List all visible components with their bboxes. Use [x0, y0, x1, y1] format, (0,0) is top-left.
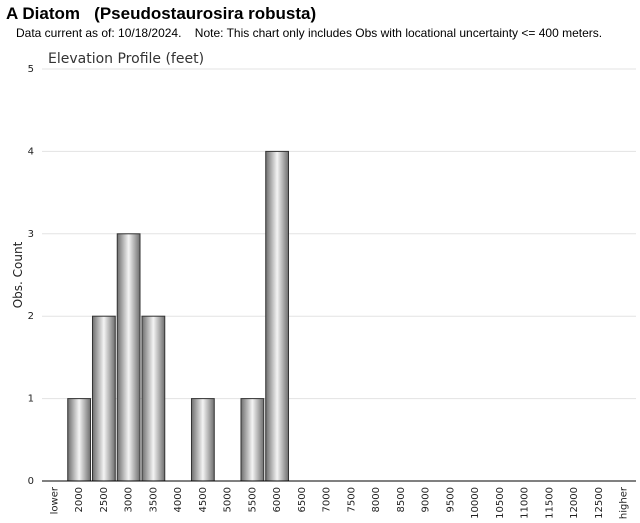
y-tick-label: 2	[28, 311, 34, 322]
y-tick-label: 1	[28, 394, 34, 405]
x-tick-label: 4500	[198, 487, 209, 512]
bar-3500	[141, 315, 166, 482]
bar-3000	[116, 233, 141, 482]
y-tick-label: 5	[28, 64, 34, 75]
x-tick-label: 7500	[346, 487, 357, 512]
bars	[67, 150, 290, 482]
bar-2000	[67, 398, 92, 482]
x-tick-label: 9500	[445, 487, 456, 512]
x-ticks: lower 2000 2500 3000 3500 4000 4500 5000 5500 600…	[49, 486, 629, 519]
y-tick-label: 0	[28, 476, 34, 487]
y-tick-label: 3	[28, 229, 34, 240]
x-tick-label: 2000	[74, 487, 85, 512]
x-tick-label: 5500	[247, 487, 258, 512]
y-ticks: 0 1 2 3 4 5	[28, 64, 34, 487]
x-tick-label: 10500	[495, 487, 506, 519]
x-tick-label: 2500	[99, 487, 110, 512]
x-tick-label: 12500	[594, 487, 605, 519]
x-tick-label: 4000	[173, 487, 184, 512]
x-tick-label: 3000	[124, 487, 135, 512]
gridlines	[42, 68, 636, 400]
x-tick-label: 5000	[223, 487, 234, 512]
plot-title: Elevation Profile (feet)	[48, 51, 204, 67]
x-tick-label: 8000	[371, 487, 382, 512]
bar-5500	[240, 398, 265, 482]
bar-6000	[265, 150, 290, 482]
x-tick-label: 12000	[569, 487, 580, 519]
x-tick-label: 8500	[396, 487, 407, 512]
y-axis-label: Obs. Count	[11, 241, 25, 308]
chart-title: A Diatom (Pseudostaurosira robusta)	[6, 4, 317, 23]
y-tick-label: 4	[28, 146, 34, 157]
x-tick-label: 9000	[421, 487, 432, 512]
x-tick-label: 11500	[544, 487, 555, 519]
bar-4500	[190, 398, 215, 482]
x-tick-label: 6500	[297, 487, 308, 512]
x-tick-label: 11000	[520, 487, 531, 519]
bar-2500	[91, 315, 116, 482]
x-tick-label: 7000	[322, 487, 333, 512]
x-tick-label: 10000	[470, 487, 481, 519]
chart-subtitle: Data current as of: 10/18/2024. Note: Th…	[16, 26, 603, 40]
x-tick-label: 6000	[272, 487, 283, 512]
x-tick-label: lower	[49, 486, 60, 514]
x-tick-label: 3500	[148, 487, 159, 512]
x-tick-label: higher	[619, 486, 630, 519]
